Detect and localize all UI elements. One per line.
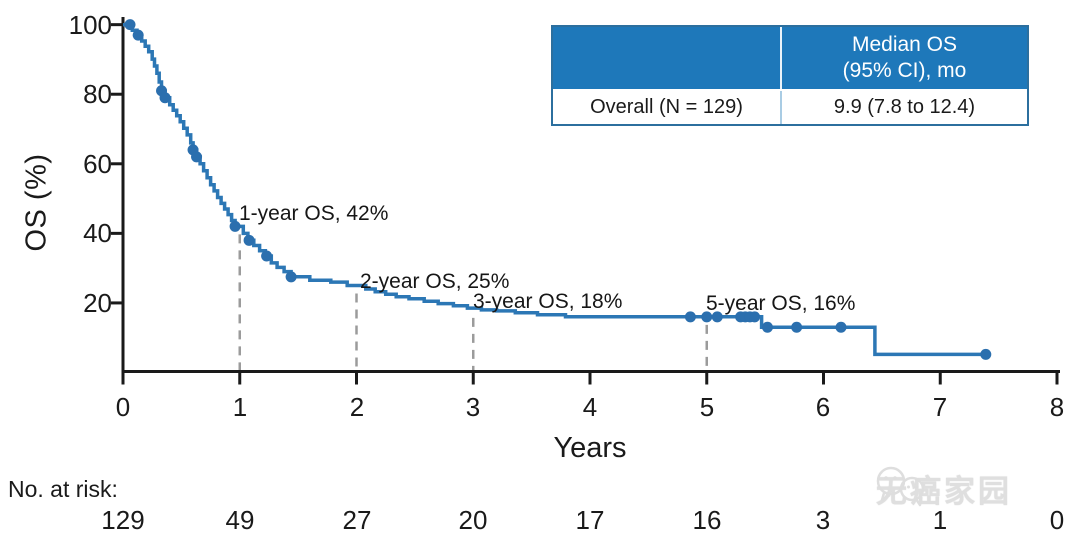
x-axis-title: Years [553,432,627,464]
annotation-1-year-os: 1-year OS, 42% [239,202,389,225]
risk-count: 0 [1049,505,1065,535]
header-line-2: (95% CI), mo [842,59,967,82]
header-line-1: Median OS [851,33,958,56]
x-tick-label: 3 [465,392,481,422]
y-tick-label: 20 [83,288,112,318]
y-tick-label: 60 [83,149,112,179]
x-tick-label: 8 [1049,392,1065,422]
median-os-table-header: Median OS (95% CI), mo [553,27,1027,89]
censor-mark [761,321,773,333]
censor-mark [191,151,203,163]
y-tick-label: 80 [83,79,112,109]
watermark: 无癌家园 [876,466,1012,511]
x-tick-label: 0 [115,392,131,422]
censor-mark [132,29,144,41]
censor-mark [711,311,723,323]
censor-mark [261,250,273,262]
annotation-2-year-os: 2-year OS, 25% [360,270,510,293]
censor-mark [701,311,713,323]
header-cell-median-os: Median OS (95% CI), mo [782,27,1027,89]
chat-bubbles-icon [876,466,925,507]
x-tick-label: 4 [582,392,598,422]
censor-mark [835,321,847,333]
header-cell-empty [553,27,782,89]
censor-mark [124,19,136,31]
no-at-risk-label: No. at risk: [8,476,118,502]
risk-count: 20 [458,505,488,535]
censor-mark [684,311,696,323]
y-tick-label: 100 [68,10,112,40]
censor-mark [229,220,241,232]
x-tick-label: 6 [815,392,831,422]
censor-mark [980,348,992,360]
annotation-5-year-os: 5-year OS, 16% [706,292,856,315]
row-value-cell: 9.9 (7.8 to 12.4) [833,96,976,118]
x-tick-label: 7 [932,392,948,422]
median-os-table: Median OS (95% CI), mo Overall (N = 129)… [551,25,1029,126]
risk-count: 3 [815,505,831,535]
y-tick-label: 40 [83,218,112,248]
censor-mark [791,321,803,333]
risk-count: 16 [692,505,722,535]
median-os-table-row: Overall (N = 129) 9.9 (7.8 to 12.4) [553,89,1027,124]
annotation-3-year-os: 3-year OS, 18% [473,290,623,313]
censor-mark [285,271,297,283]
x-tick-label: 5 [699,392,715,422]
risk-count: 129 [101,505,145,535]
y-axis-title: OS (%) [20,153,53,252]
x-tick-label: 1 [232,392,248,422]
risk-count: 17 [575,505,605,535]
row-label-cell: Overall (N = 129) [553,91,782,124]
risk-count: 1 [932,505,948,535]
risk-count: 27 [342,505,372,535]
censor-mark [159,92,171,104]
censor-mark [749,311,761,323]
x-tick-label: 2 [349,392,365,422]
risk-count: 49 [225,505,255,535]
censor-mark [243,234,255,246]
